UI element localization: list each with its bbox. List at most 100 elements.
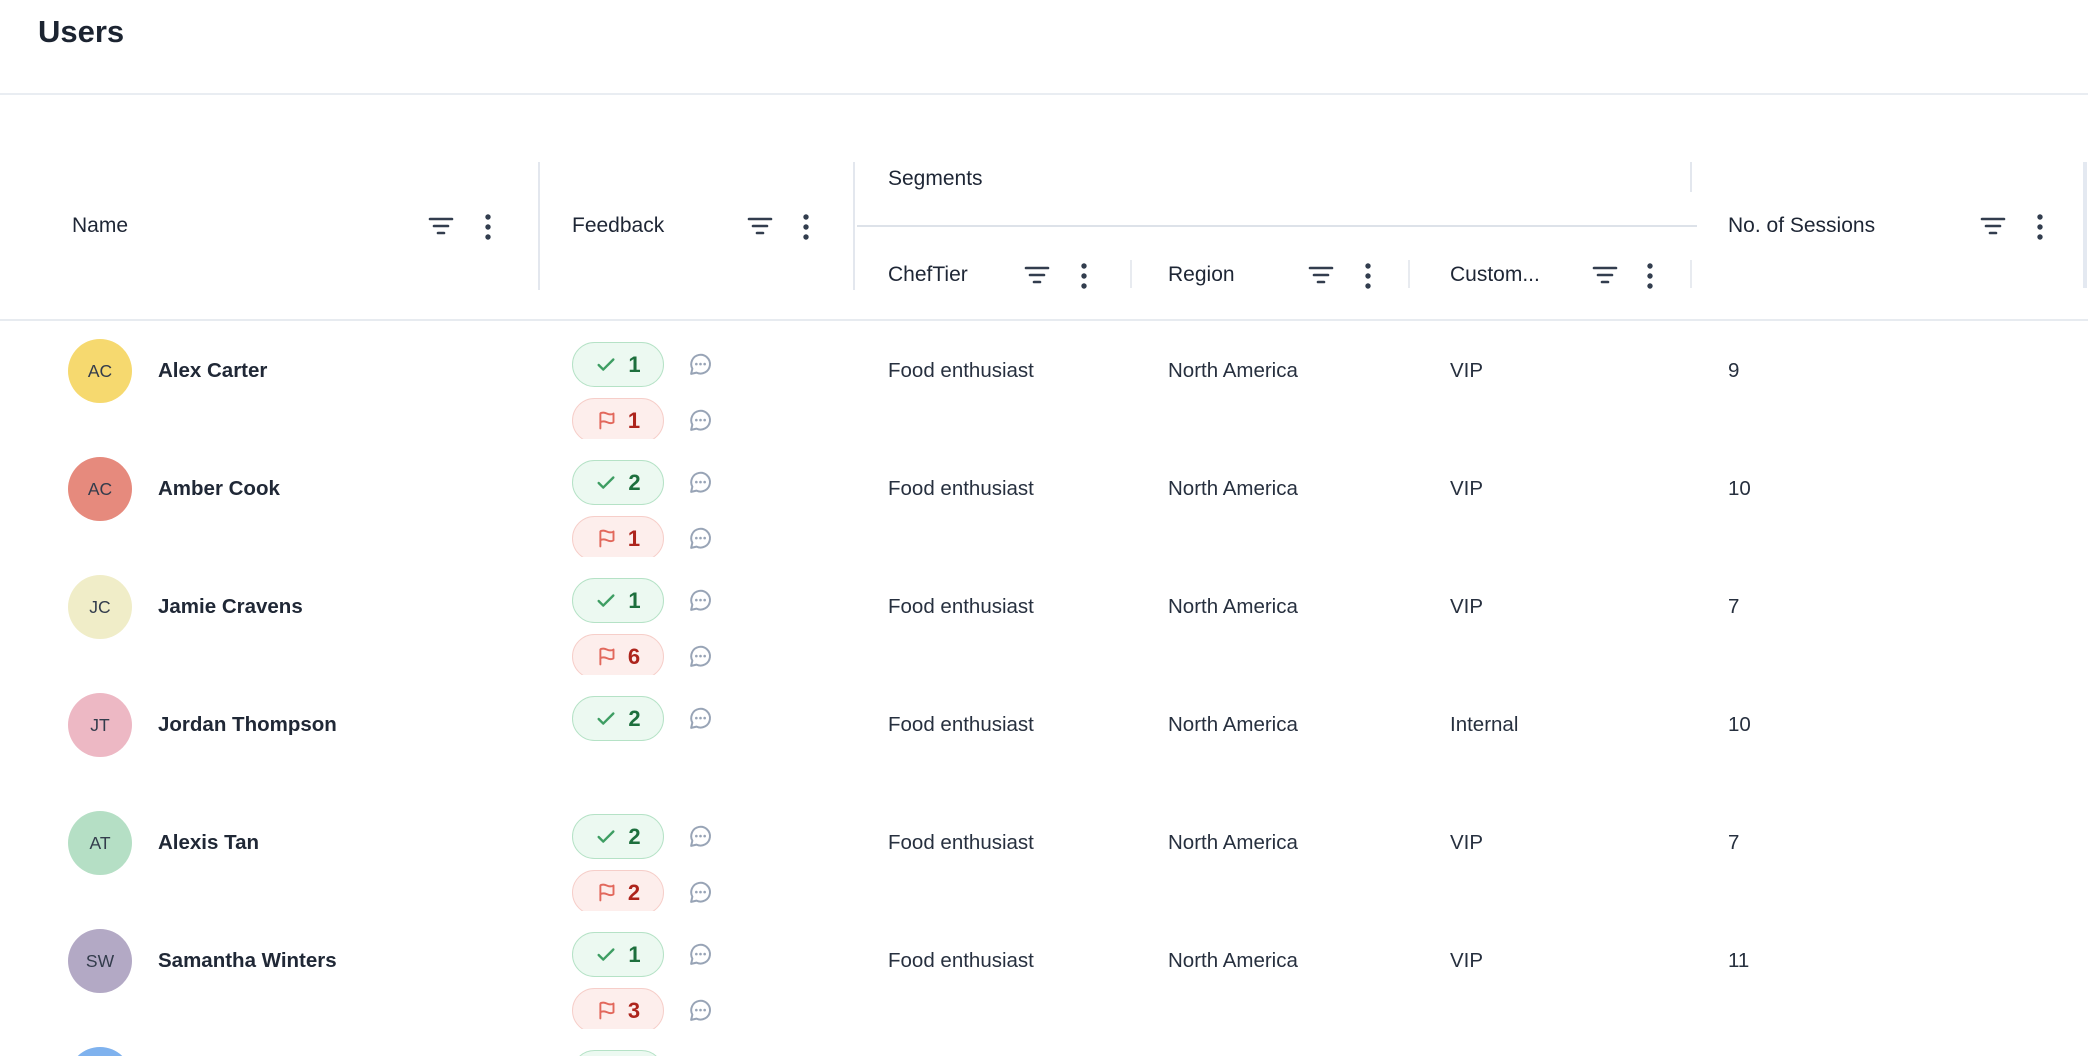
table-row[interactable]: AC Alex Carter 1 1 Food enthusiast North… <box>0 321 2088 443</box>
table-row[interactable]: JC Jamie Cravens 1 6 Food enthusiast Nor… <box>0 557 2088 679</box>
column-header-sessions: No. of Sessions <box>1728 214 1876 237</box>
approved-count: 1 <box>628 941 641 967</box>
page-title: Users <box>38 14 125 49</box>
flag-icon <box>596 646 617 667</box>
cell-chef-tier: Food enthusiast <box>888 831 1034 854</box>
filter-icon[interactable] <box>1022 263 1052 287</box>
kebab-menu-icon[interactable] <box>2034 212 2046 242</box>
cell-custom: VIP <box>1450 477 1484 500</box>
flagged-feedback-badge[interactable]: 6 <box>572 634 664 679</box>
comment-icon[interactable] <box>688 942 713 967</box>
cell-custom: VIP <box>1450 595 1484 618</box>
avatar-initials: SW <box>85 950 115 971</box>
approved-count: 2 <box>628 705 641 731</box>
table-row-partial[interactable] <box>0 1029 2088 1056</box>
column-header-custom: Custom... <box>1450 263 1540 286</box>
approved-feedback-badge[interactable] <box>572 1050 664 1056</box>
cell-chef-tier: Food enthusiast <box>888 359 1034 382</box>
kebab-menu-icon[interactable] <box>482 212 494 242</box>
flag-icon <box>596 528 617 549</box>
feedback-cell: 1 6 <box>572 578 713 679</box>
approved-feedback-badge[interactable]: 2 <box>572 460 664 505</box>
column-group-header-segments: Segments <box>888 167 983 190</box>
comment-icon[interactable] <box>688 352 713 377</box>
comment-icon[interactable] <box>688 588 713 613</box>
comment-icon[interactable] <box>688 526 713 551</box>
table-row[interactable]: SW Samantha Winters 1 3 Food enthusiast … <box>0 911 2088 1033</box>
table-row[interactable]: JT Jordan Thompson 2 Food enthusiast Nor… <box>0 675 2088 795</box>
flagged-feedback-badge[interactable]: 3 <box>572 988 664 1033</box>
cell-sessions: 10 <box>1728 713 1751 736</box>
feedback-cell <box>572 1050 664 1056</box>
flagged-feedback-badge[interactable]: 1 <box>572 398 664 443</box>
column-header-name: Name <box>72 214 129 237</box>
column-header-feedback: Feedback <box>572 214 665 237</box>
kebab-menu-icon[interactable] <box>1644 261 1656 291</box>
comment-icon[interactable] <box>688 644 713 669</box>
avatar-initials: AT <box>89 832 111 853</box>
filter-icon[interactable] <box>1590 263 1620 287</box>
check-icon <box>595 590 617 612</box>
cell-sessions: 11 <box>1728 949 1750 972</box>
avatar: AC <box>68 339 132 403</box>
cell-region: North America <box>1168 713 1298 736</box>
cell-region: North America <box>1168 477 1298 500</box>
flagged-count: 1 <box>627 525 641 551</box>
check-icon <box>595 354 617 376</box>
kebab-menu-icon[interactable] <box>1078 261 1090 291</box>
approved-feedback-badge[interactable]: 1 <box>572 578 664 623</box>
flag-icon <box>596 1000 617 1021</box>
subcolumn-divider <box>1130 260 1132 288</box>
kebab-menu-icon[interactable] <box>1362 261 1374 291</box>
approved-feedback-badge[interactable]: 1 <box>572 342 664 387</box>
approved-count: 2 <box>628 823 641 849</box>
check-icon <box>595 944 617 966</box>
avatar-initials: JT <box>90 714 110 735</box>
approved-feedback-badge[interactable]: 2 <box>572 696 664 741</box>
cell-chef-tier: Food enthusiast <box>888 477 1034 500</box>
comment-icon[interactable] <box>688 470 713 495</box>
comment-icon[interactable] <box>688 824 713 849</box>
avatar-initials: AC <box>87 478 113 499</box>
user-name: Amber Cook <box>158 477 280 500</box>
feedback-cell: 2 1 <box>572 460 713 561</box>
table-row[interactable]: AT Alexis Tan 2 2 Food enthusiast North … <box>0 793 2088 915</box>
segments-group-underline <box>857 225 1697 227</box>
avatar: JT <box>68 693 132 757</box>
flagged-count: 2 <box>627 879 641 905</box>
filter-icon[interactable] <box>1306 263 1336 287</box>
check-icon <box>595 472 617 494</box>
subcolumn-divider <box>1408 260 1410 288</box>
feedback-cell: 2 <box>572 696 713 741</box>
column-divider <box>2083 162 2087 288</box>
column-header-chef-tier: ChefTier <box>888 263 968 286</box>
comment-icon[interactable] <box>688 880 713 905</box>
filter-icon[interactable] <box>1978 214 2008 238</box>
avatar <box>68 1047 132 1056</box>
column-divider <box>853 162 855 290</box>
table-row[interactable]: AC Amber Cook 2 1 Food enthusiast North … <box>0 439 2088 561</box>
feedback-cell: 1 3 <box>572 932 713 1033</box>
approved-feedback-badge[interactable]: 1 <box>572 932 664 977</box>
comment-icon[interactable] <box>688 408 713 433</box>
user-name: Alex Carter <box>158 359 268 382</box>
avatar-initials: AC <box>87 360 113 381</box>
comment-icon[interactable] <box>688 706 713 731</box>
approved-feedback-badge[interactable]: 2 <box>572 814 664 859</box>
kebab-menu-icon[interactable] <box>800 212 812 242</box>
column-divider <box>1690 260 1692 288</box>
filter-icon[interactable] <box>745 214 775 238</box>
comment-icon[interactable] <box>688 998 713 1023</box>
avatar: SW <box>68 929 132 993</box>
user-name: Alexis Tan <box>158 831 260 854</box>
flagged-feedback-badge[interactable]: 2 <box>572 870 664 915</box>
approved-count: 2 <box>628 469 641 495</box>
flagged-feedback-badge[interactable]: 1 <box>572 516 664 561</box>
cell-custom: VIP <box>1450 831 1484 854</box>
cell-sessions: 7 <box>1728 595 1740 618</box>
filter-icon[interactable] <box>426 214 456 238</box>
check-icon <box>595 708 617 730</box>
feedback-cell: 1 1 <box>572 342 713 443</box>
cell-sessions: 7 <box>1728 831 1740 854</box>
